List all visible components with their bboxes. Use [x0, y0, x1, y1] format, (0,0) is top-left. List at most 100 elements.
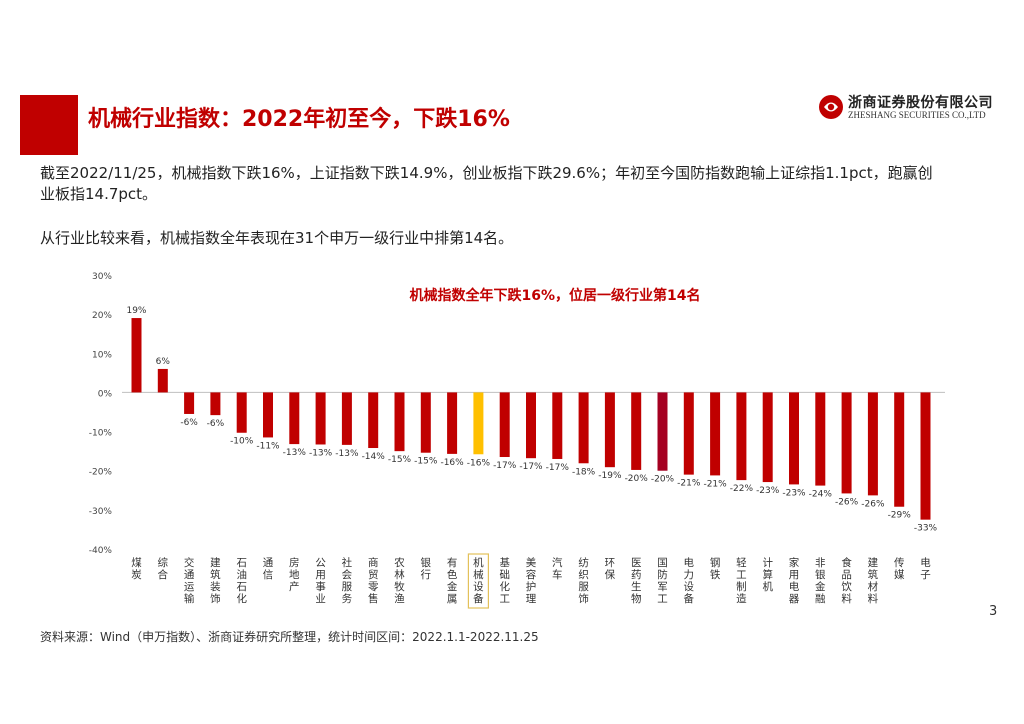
bar-3 — [210, 392, 221, 416]
category-label: 公用事业 — [315, 557, 326, 605]
category-label: 商贸零售 — [368, 556, 379, 605]
category-label: 石油石化 — [236, 557, 247, 605]
data-label: -14% — [362, 452, 386, 462]
title-accent-block — [20, 95, 78, 155]
industry-return-chart: 30%20%10%0%-10%-20%-30%-40% 19%6%-6% -6%-… — [89, 272, 945, 609]
bar-29 — [894, 392, 905, 507]
category-label: 综合 — [158, 556, 169, 581]
bar-7 — [315, 392, 326, 445]
bar-8 — [341, 392, 352, 445]
data-label: -26% — [835, 497, 859, 507]
bar-17 — [578, 392, 589, 464]
data-label: -20% — [625, 474, 649, 484]
data-label: -21% — [677, 479, 701, 489]
bar-18 — [604, 392, 615, 468]
data-label: -13% — [309, 448, 333, 458]
data-label: -17% — [519, 462, 543, 472]
data-label: -13% — [283, 448, 307, 458]
data-label: -13% — [335, 449, 359, 459]
category-label: 机械设备 — [473, 556, 484, 605]
category-label: 汽车 — [552, 556, 563, 581]
data-label: -15% — [414, 457, 438, 467]
category-label: 纺织服饰 — [578, 556, 589, 605]
bar-23 — [736, 392, 747, 481]
bar-22 — [710, 392, 721, 476]
category-label: 美容护理 — [526, 556, 537, 605]
page-number: 3 — [989, 604, 998, 619]
y-tick-label: -30% — [89, 507, 113, 517]
y-axis: 30% 20% 10% 0% -10% -20% -30% -40% — [89, 272, 113, 556]
bars-group — [131, 318, 931, 520]
data-label: -23% — [782, 488, 806, 498]
category-label: 环保 — [605, 557, 616, 581]
data-label: -10% — [230, 437, 254, 447]
bar-21 — [683, 392, 694, 475]
source-note: 资料来源：Wind（申万指数）、浙商证券研究所整理，统计时间区间：2022.1.… — [40, 630, 539, 644]
data-label: -16% — [467, 458, 491, 468]
bar-13 — [473, 392, 484, 455]
y-tick-label: 0% — [98, 389, 113, 399]
category-label: 非银金融 — [815, 557, 826, 605]
data-label: -23% — [756, 486, 780, 496]
category-label: 传媒 — [894, 557, 905, 581]
bar-26 — [815, 392, 826, 486]
data-label: -15% — [388, 455, 412, 465]
bar-28 — [867, 392, 878, 496]
category-label: 轻工制造 — [736, 556, 747, 605]
data-label: -33% — [914, 524, 938, 534]
y-tick-label: 10% — [92, 350, 112, 360]
logo-name-en: ZHESHANG SECURITIES CO.,LTD — [848, 110, 986, 120]
y-tick-label: -40% — [89, 546, 113, 556]
data-label: -19% — [598, 471, 622, 481]
data-label: -11% — [256, 441, 280, 451]
bar-20 — [657, 392, 668, 471]
bar-12 — [447, 392, 458, 454]
category-label: 家用电器 — [789, 556, 800, 605]
logo-name-cn: 浙商证券股份有限公司 — [848, 95, 993, 111]
category-label: 食品饮料 — [841, 556, 852, 605]
data-label: -17% — [493, 461, 517, 471]
category-label: 银行 — [421, 556, 432, 581]
bar-1 — [157, 368, 168, 393]
bar-4 — [236, 392, 247, 433]
bar-6 — [289, 392, 300, 445]
data-label: 19% — [126, 306, 146, 316]
bar-5 — [263, 392, 273, 438]
category-label: 钢铁 — [710, 556, 721, 581]
data-label: -16% — [440, 458, 464, 468]
bar-15 — [526, 392, 536, 459]
chart-annotation: 机械指数全年下跌16%，位居一级行业第14名 — [410, 287, 701, 304]
data-label: -17% — [546, 463, 570, 473]
category-label: 交通运输 — [184, 556, 195, 605]
data-label: 6% — [156, 357, 171, 367]
bar-30 — [920, 392, 931, 520]
data-label: -6% — [180, 418, 198, 428]
bar-27 — [841, 392, 852, 494]
company-logo: 浙商证券股份有限公司 ZHESHANG SECURITIES CO.,LTD — [818, 92, 1008, 126]
y-tick-label: -10% — [89, 429, 113, 439]
y-tick-label: 30% — [92, 272, 112, 282]
data-label: -18% — [572, 467, 596, 477]
page-title: 机械行业指数：2022年初至今，下跌16% — [88, 107, 510, 132]
category-label: 电子 — [920, 556, 931, 581]
bar-11 — [420, 392, 431, 453]
data-label: -21% — [703, 479, 727, 489]
bar-14 — [499, 392, 510, 458]
category-label: 医药生物 — [631, 557, 642, 605]
bar-24 — [762, 392, 773, 483]
category-label: 农林牧渔 — [394, 556, 405, 605]
data-labels-group: 19%6%-6% -6%-10% -11%-13% -13% -13% -14% -15% -… — [126, 306, 937, 534]
y-tick-label: -20% — [89, 468, 113, 478]
category-label: 计算机 — [762, 556, 773, 593]
category-label: 煤炭 — [131, 556, 142, 581]
data-label: -6% — [207, 419, 225, 429]
bar-25 — [789, 392, 799, 485]
ranking-paragraph: 从行业比较来看，机械指数全年表现在31个申万一级行业中排第14名。 — [40, 229, 514, 247]
category-label: 电力设备 — [684, 556, 695, 605]
data-label: -26% — [861, 499, 885, 509]
zheshang-logo-icon — [819, 95, 843, 119]
data-label: -29% — [888, 511, 912, 521]
bar-19 — [631, 392, 642, 470]
data-label: -24% — [809, 490, 833, 500]
